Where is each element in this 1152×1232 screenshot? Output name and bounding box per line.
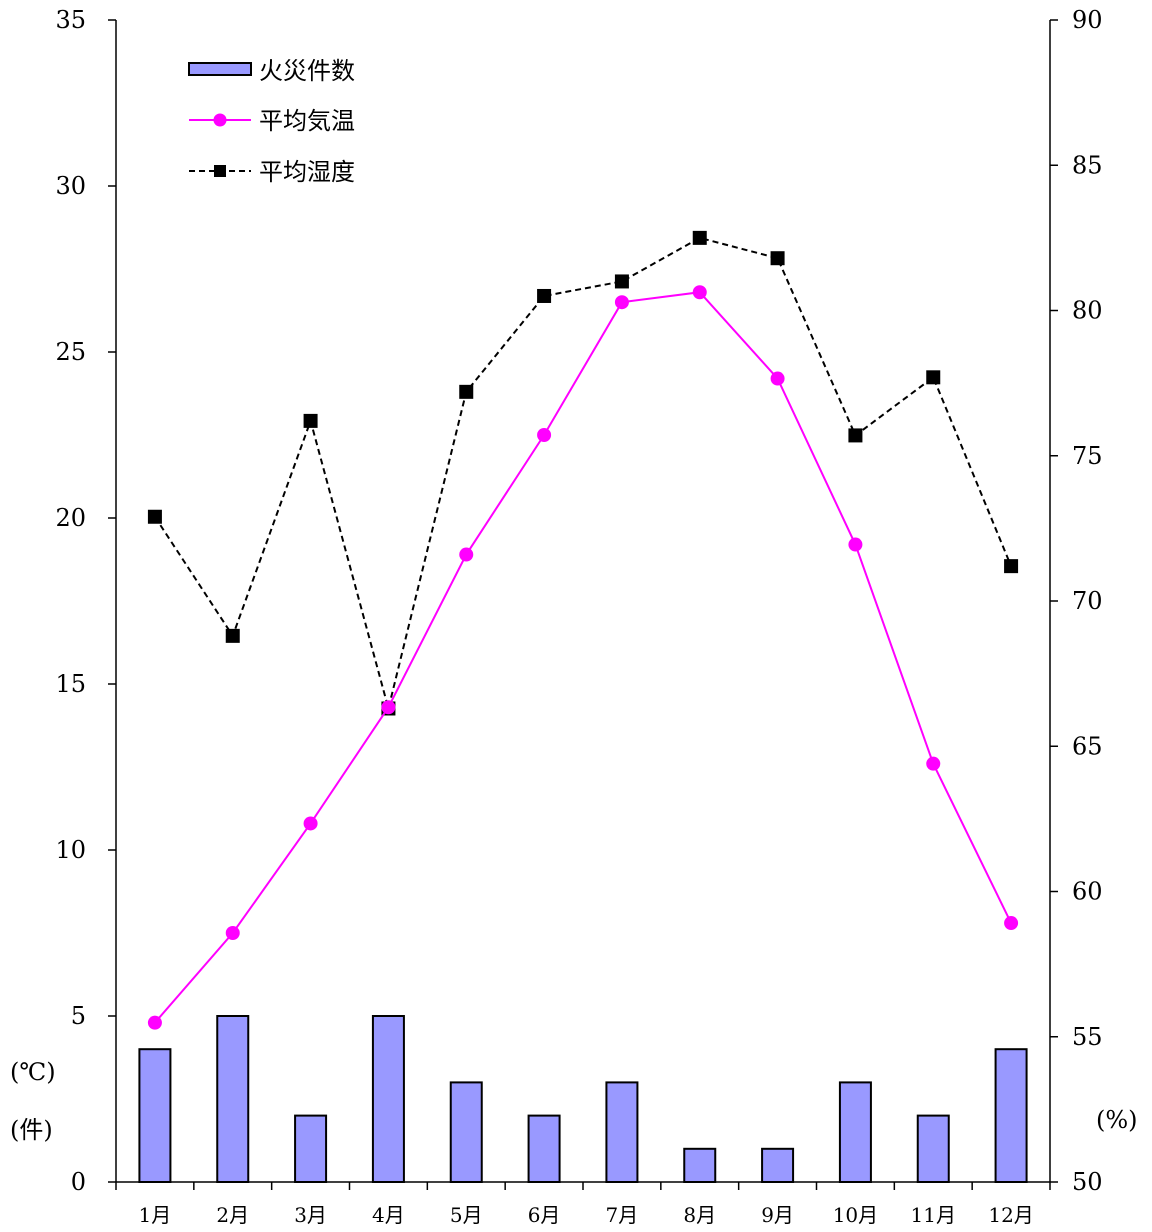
humidity-point-1月 xyxy=(147,509,162,524)
temperature-point-6月 xyxy=(537,428,552,442)
temperature-point-9月 xyxy=(770,371,785,386)
right-tick-label: 85 xyxy=(1072,151,1103,179)
bar-10月 xyxy=(838,1081,872,1184)
category-label: 11月 xyxy=(911,1203,956,1227)
line-series-temperature xyxy=(147,285,1019,1030)
left-tick-label: 20 xyxy=(55,504,86,532)
left-tick-label: 0 xyxy=(71,1168,86,1196)
bar-2月 xyxy=(216,1015,250,1183)
bar-4月 xyxy=(371,1015,405,1183)
category-label: 12月 xyxy=(988,1203,1033,1227)
left-axis-ticks: 0 5 10 15 20 25 30 35 xyxy=(55,6,116,1196)
bar-9月 xyxy=(761,1147,795,1184)
humidity-point-12月 xyxy=(1004,559,1019,574)
category-label: 7月 xyxy=(606,1203,639,1227)
temperature-point-12月 xyxy=(1004,916,1019,931)
humidity-point-10月 xyxy=(848,428,863,443)
legend-label-fire-count: 火災件数 xyxy=(259,57,355,85)
right-axis-ticks: 50 55 60 65 70 75 80 85 90 xyxy=(1050,6,1103,1196)
bar-3月 xyxy=(294,1114,328,1183)
category-label: 10月 xyxy=(833,1203,878,1227)
temperature-point-10月 xyxy=(848,537,863,552)
bar-5月 xyxy=(449,1081,483,1184)
left-axis-unit-count: (件) xyxy=(10,1116,53,1144)
humidity-point-8月 xyxy=(692,230,707,245)
bar-8月 xyxy=(683,1147,717,1184)
axes xyxy=(115,20,1051,1190)
right-tick-label: 70 xyxy=(1072,587,1103,615)
legend-swatch-fire-count xyxy=(188,62,252,76)
legend-marker-temperature xyxy=(213,113,227,127)
bar-7月 xyxy=(605,1081,639,1184)
left-tick-label: 5 xyxy=(71,1002,86,1030)
category-label: 6月 xyxy=(528,1203,561,1227)
humidity-point-5月 xyxy=(459,384,474,399)
humidity-point-11月 xyxy=(926,370,941,385)
legend-label-humidity: 平均湿度 xyxy=(259,158,355,186)
left-tick-label: 25 xyxy=(55,338,86,366)
temperature-line-path xyxy=(154,291,1012,1024)
humidity-point-2月 xyxy=(225,628,240,643)
left-tick-label: 15 xyxy=(55,670,86,698)
category-labels: 1月 2月 3月 4月 5月 6月 7月 8月 9月 10月 11月 12月 xyxy=(139,1203,1034,1227)
temperature-point-1月 xyxy=(147,1015,162,1030)
temperature-point-2月 xyxy=(225,926,240,940)
temperature-point-11月 xyxy=(926,756,941,771)
right-tick-label: 60 xyxy=(1072,878,1103,906)
category-label: 2月 xyxy=(216,1203,249,1227)
line-series-humidity xyxy=(147,230,1019,716)
right-tick-label: 65 xyxy=(1072,732,1103,760)
humidity-line-path xyxy=(154,236,1013,709)
right-tick-label: 90 xyxy=(1072,6,1103,34)
category-label: 9月 xyxy=(761,1203,794,1227)
left-axis-unit-temperature: (℃) xyxy=(10,1058,56,1086)
legend-label-temperature: 平均気温 xyxy=(259,107,355,135)
category-label: 5月 xyxy=(450,1203,483,1227)
right-axis-unit: (%) xyxy=(1096,1106,1138,1134)
temperature-point-3月 xyxy=(303,816,318,831)
right-tick-label: 50 xyxy=(1072,1168,1103,1196)
bar-11月 xyxy=(916,1114,950,1183)
category-label: 3月 xyxy=(294,1203,327,1227)
left-tick-label: 30 xyxy=(55,172,86,200)
left-tick-label: 35 xyxy=(55,6,86,34)
legend-marker-humidity xyxy=(214,165,226,177)
right-tick-label: 75 xyxy=(1072,442,1103,470)
right-tick-label: 80 xyxy=(1072,297,1103,325)
humidity-point-7月 xyxy=(614,274,629,289)
bar-1月 xyxy=(138,1048,172,1183)
legend: 火災件数 平均気温 平均湿度 xyxy=(188,57,355,186)
category-label: 1月 xyxy=(139,1203,172,1227)
bar-6月 xyxy=(527,1114,561,1183)
left-tick-label: 10 xyxy=(55,836,86,864)
category-label: 4月 xyxy=(372,1203,405,1227)
temperature-point-7月 xyxy=(614,295,629,310)
humidity-point-6月 xyxy=(537,288,552,303)
bar-12月 xyxy=(994,1048,1028,1183)
humidity-point-3月 xyxy=(303,413,318,428)
right-tick-label: 55 xyxy=(1072,1023,1103,1051)
temperature-point-5月 xyxy=(459,547,474,562)
bar-series-fire-count xyxy=(138,1015,1028,1184)
category-label: 8月 xyxy=(683,1203,716,1227)
temperature-point-4月 xyxy=(381,700,396,715)
temperature-point-8月 xyxy=(692,285,707,300)
humidity-point-9月 xyxy=(770,251,785,266)
